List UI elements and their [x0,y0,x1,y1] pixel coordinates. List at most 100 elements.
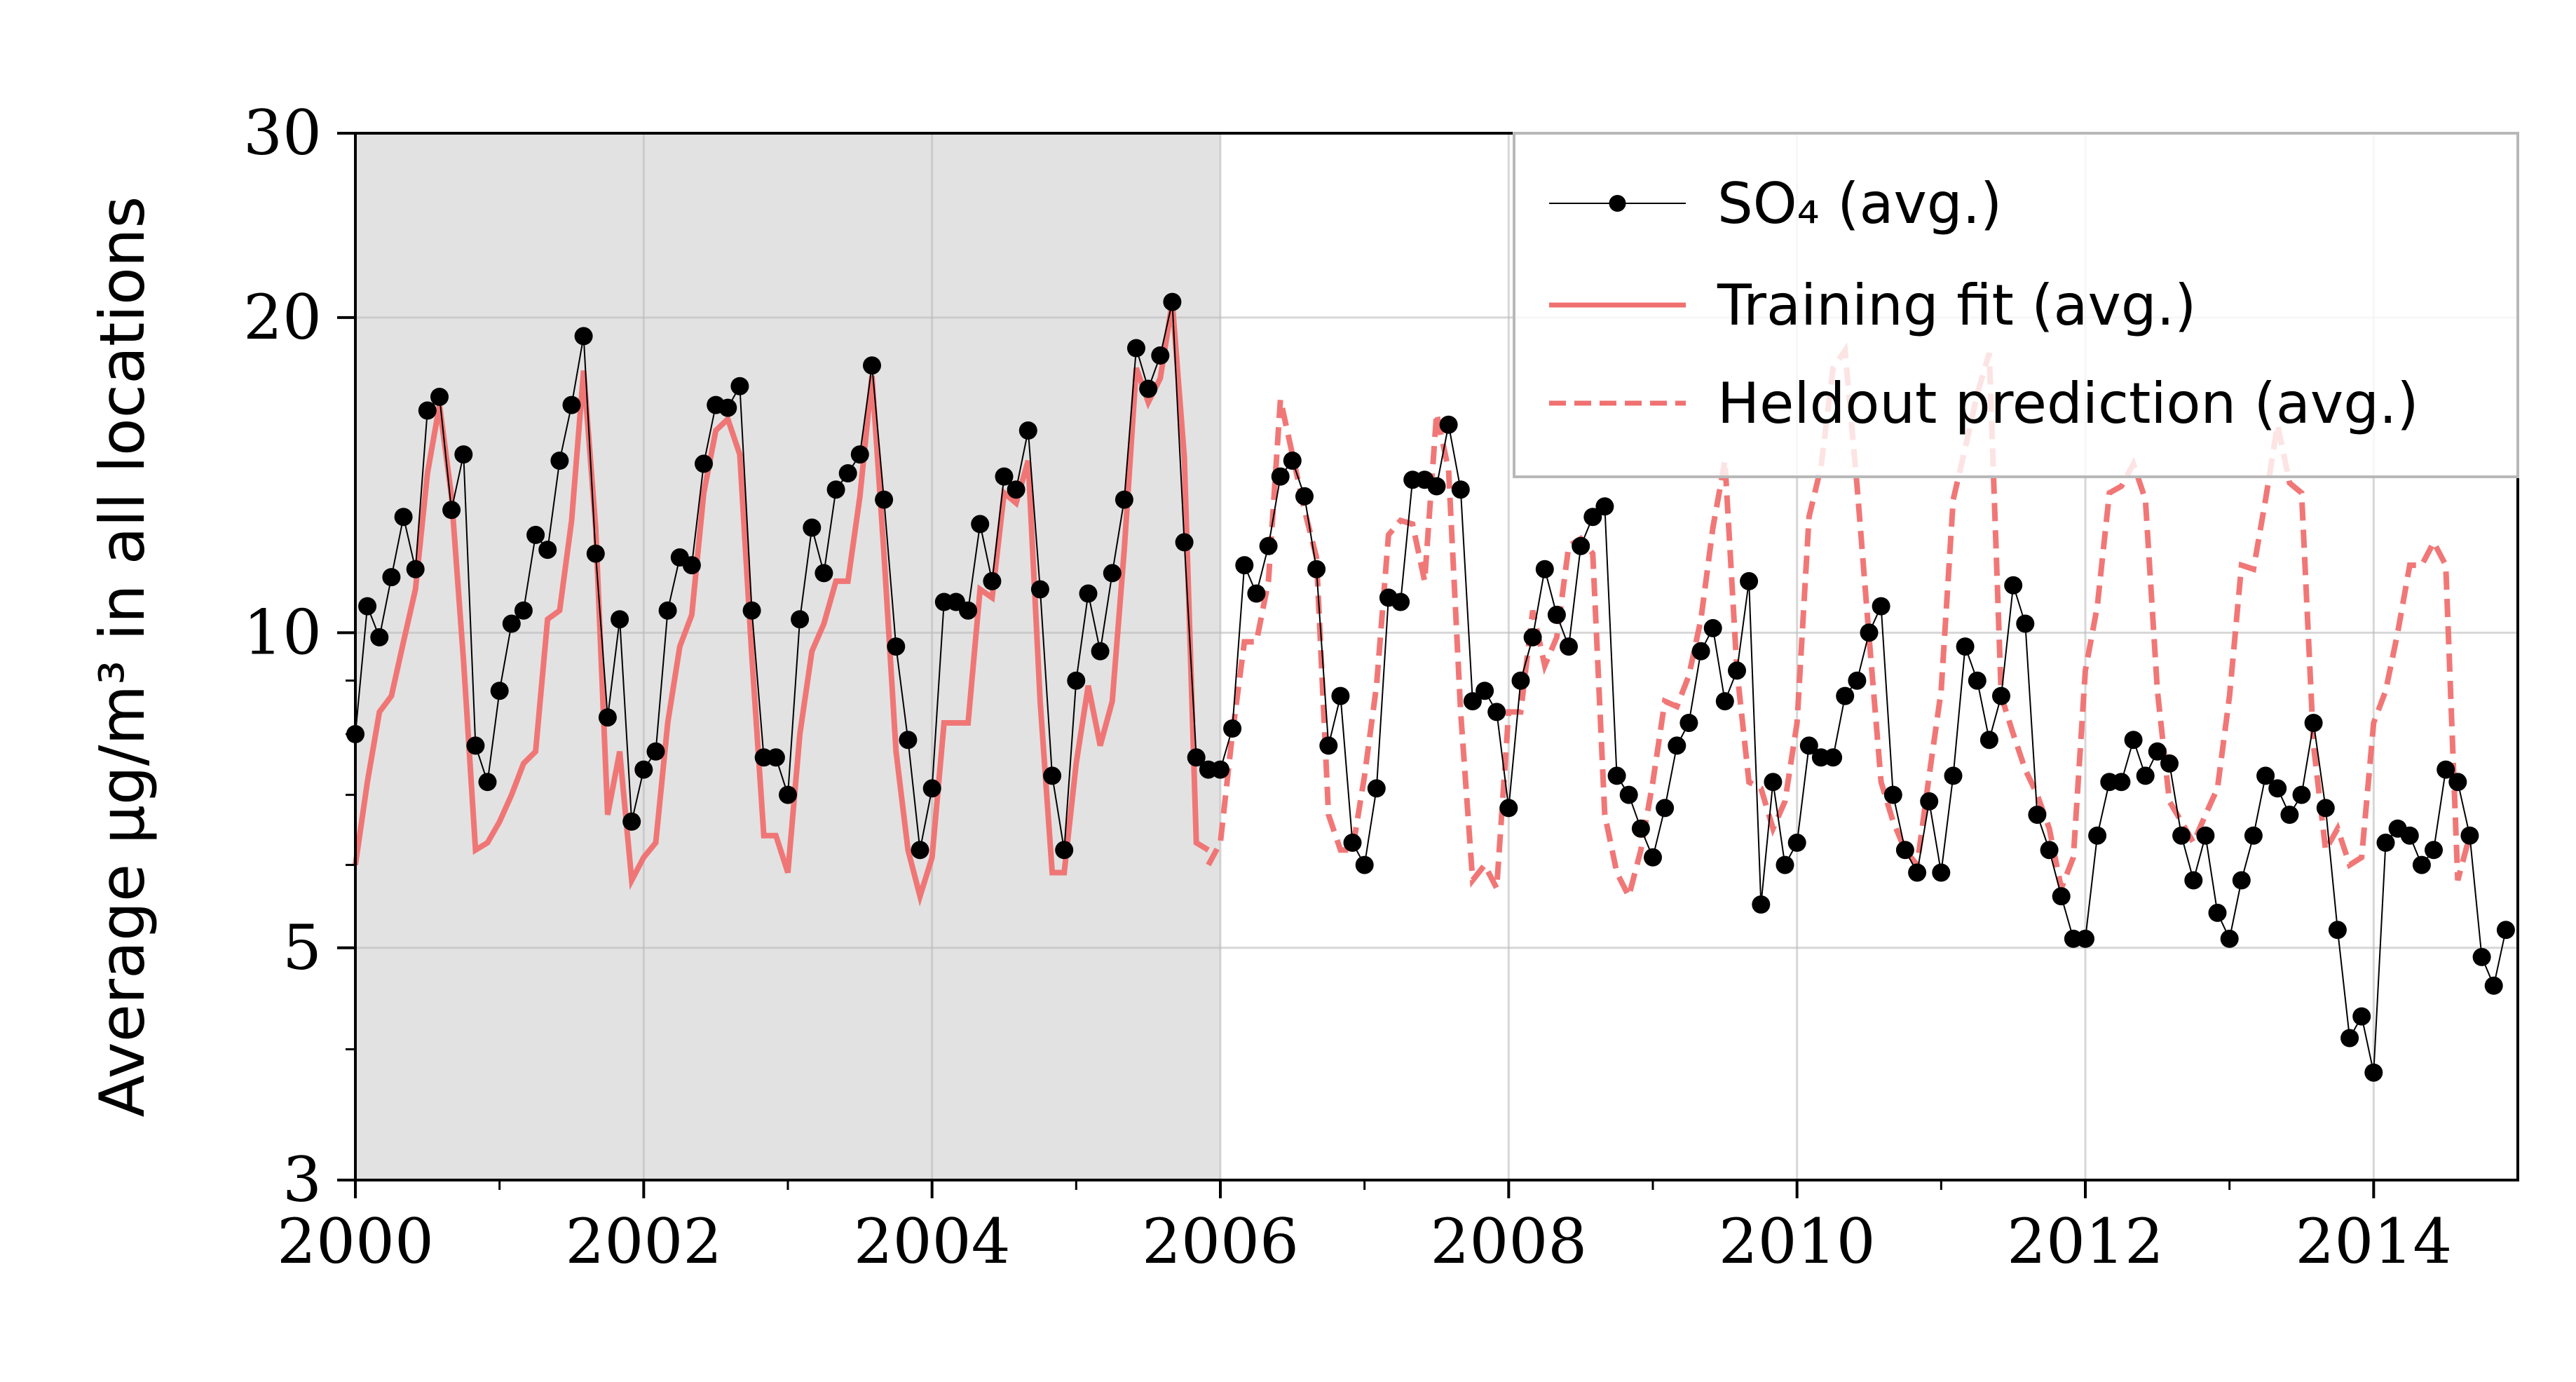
training-period-shade [355,133,1220,1180]
data-point-observed [1187,748,1206,767]
data-point-observed [406,560,425,578]
data-point-observed [2472,947,2491,966]
data-point-observed [1547,605,1566,624]
data-point-observed [1007,480,1025,499]
data-point-observed [1463,692,1482,711]
y-tick-label: 3 [282,1144,322,1216]
data-point-observed [2052,887,2071,906]
data-point-observed [611,610,629,629]
data-point-observed [1367,779,1386,798]
data-point-observed [1295,487,1314,506]
data-point-observed [2136,766,2155,785]
data-point-observed [466,736,485,755]
x-tick-label: 2006 [1142,1205,1299,1278]
data-point-observed [1235,556,1254,575]
data-point-observed [983,571,1002,590]
data-point-observed [826,480,845,499]
series-layer [346,292,2515,1082]
data-point-observed [779,785,797,804]
data-point-observed [803,518,822,537]
data-point-observed [1776,855,1794,874]
data-point-observed [1115,490,1133,509]
data-point-observed [2460,826,2479,845]
data-point-observed [838,464,857,482]
data-point-observed [562,395,581,414]
data-point-observed [478,773,497,792]
data-point-observed [1583,508,1602,527]
data-point-observed [1535,560,1554,578]
data-point-observed [1283,452,1302,470]
data-point-observed [2328,921,2347,940]
data-point-observed [1103,564,1122,583]
data-point-observed [875,490,894,509]
data-point-observed [586,544,605,563]
data-point-observed [1595,497,1614,516]
data-point-observed [2352,1007,2371,1026]
data-point-observed [2148,742,2167,761]
data-point-observed [1691,642,1710,660]
data-point-observed [2124,731,2143,750]
data-point-observed [1079,584,1098,603]
data-point-observed [2112,773,2131,792]
data-point-observed [2304,714,2323,732]
data-point-observed [1740,571,1759,590]
data-point-observed [959,601,978,620]
data-point-observed [1848,671,1867,690]
data-point-observed [1764,773,1783,792]
data-point-observed [454,445,473,464]
data-point-observed [1908,863,1927,882]
data-point-observed [1511,671,1530,690]
data-point-observed [526,525,545,544]
data-point-observed [1560,637,1578,656]
data-point-observed [1030,580,1049,599]
data-point-observed [2268,779,2287,798]
data-point-observed [742,601,761,620]
data-point-observed [2160,754,2179,773]
legend-label-heldout-prediction: Heldout prediction (avg.) [1717,371,2419,436]
series-line-heldout-prediction [1206,342,2473,905]
data-point-observed [1018,421,1037,440]
data-point-observed [538,541,557,560]
data-point-observed [1476,682,1494,700]
data-point-observed [2196,826,2215,845]
data-point-observed [911,841,929,860]
data-point-observed [430,388,449,406]
data-point-observed [899,731,918,750]
data-point-observed [2376,833,2395,852]
data-point-observed [1067,671,1086,690]
data-point-observed [646,742,665,761]
data-point-observed [1223,719,1242,738]
data-point-observed [658,601,677,620]
data-point-observed [442,501,461,520]
data-point-observed [1860,623,1879,642]
data-point-observed [1139,379,1158,398]
data-point-observed [1895,841,1914,860]
data-point-observed [1391,592,1410,611]
data-point-observed [2208,903,2227,922]
data-point-observed [1968,671,1986,690]
data-point-observed [1944,766,1963,785]
data-point-observed [574,327,593,346]
data-point-observed [1619,785,1638,804]
data-point-observed [2316,799,2335,818]
data-point-observed [1427,477,1446,496]
y-tick-label: 10 [243,596,322,668]
data-point-observed [514,601,533,620]
x-tick-label: 2002 [565,1205,722,1278]
axis-ticks: 2000 2002 2004 2006 2008 2010 2012 2014 3 5 10 20 30 [243,97,2452,1278]
data-point-observed [1451,480,1470,499]
data-point-observed [1752,895,1771,914]
data-point-observed [2437,760,2455,779]
data-point-observed [1343,833,1362,852]
data-point-observed [1259,536,1278,555]
data-point-observed [2028,806,2047,824]
data-point-observed [2425,841,2443,860]
data-point-observed [490,682,509,700]
data-point-observed [1668,736,1686,755]
data-point-observed [1644,848,1662,867]
data-point-observed [863,356,881,375]
data-point-observed [2004,576,2023,595]
data-point-observed [995,467,1014,486]
data-point-observed [2340,1029,2359,1048]
